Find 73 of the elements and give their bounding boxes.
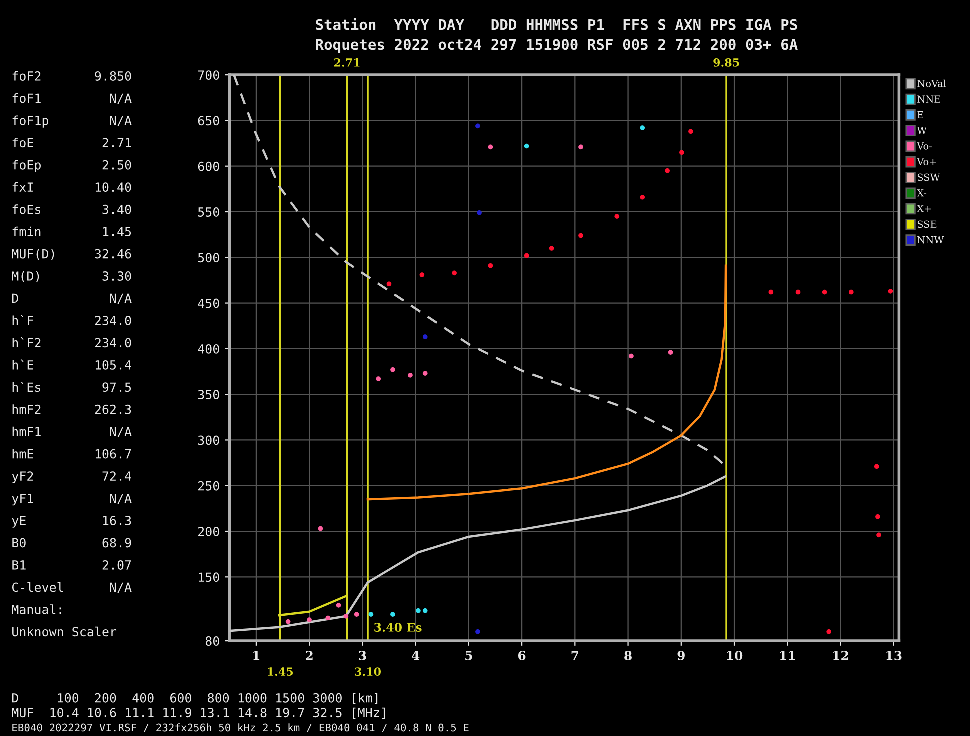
legend-label: W (917, 127, 928, 134)
text: D N/A (12, 294, 132, 304)
ref-line-label: 9.85 (714, 58, 740, 67)
text: Unknown Scaler (12, 626, 117, 637)
y-tick-label: 150 (199, 572, 220, 582)
legend-label: NNW (918, 236, 944, 244)
x-tick-label: 11 (780, 651, 796, 660)
text: foF1p N/A (12, 116, 132, 128)
y-tick-label: 600 (198, 162, 220, 172)
x-tick-label: 7 (572, 651, 578, 660)
text: yE 16.3 (12, 516, 132, 528)
text: Manual: (12, 604, 62, 614)
legend-label: E (918, 111, 924, 118)
text: h`F 234.0 (12, 315, 132, 326)
ref-line-label: 2.71 (334, 58, 360, 67)
text: foF2 9.850 (12, 71, 132, 81)
text: hmF1 N/A (12, 426, 132, 438)
ref-line-label: 3.10 (355, 668, 382, 676)
text: h`F2 234.0 (12, 337, 132, 348)
y-tick-label: 350 (198, 390, 220, 400)
text: hmF2 262.3 (12, 404, 132, 414)
text: D 100 200 400 600 800 1000 1500 3000 [km] (12, 693, 378, 704)
text: foE 2.71 (12, 138, 132, 148)
x-tick-label: 10 (727, 651, 743, 660)
x-tick-label: 3 (359, 651, 366, 660)
y-tick-label: 250 (198, 481, 220, 491)
text: h`Es 97.5 (12, 382, 132, 392)
text: foEp 2.50 (12, 160, 132, 172)
y-tick-label: 450 (198, 298, 220, 308)
y-tick-label: 700 (198, 70, 220, 80)
text: C-level N/A (12, 582, 132, 594)
legend-label: NoVal (918, 80, 946, 88)
text: yF2 72.4 (12, 472, 132, 484)
x-tick-label: 9 (678, 651, 685, 660)
y-tick-label: 400 (198, 344, 220, 354)
y-tick-label: 300 (198, 436, 220, 446)
x-tick-label: 6 (518, 651, 526, 660)
text: foF1 N/A (12, 93, 132, 104)
y-tick-label: 650 (198, 116, 220, 126)
x-tick-label: 13 (886, 651, 902, 660)
legend-label: Vo- (917, 142, 932, 150)
x-tick-label: 5 (466, 651, 472, 660)
text: B1 2.07 (12, 560, 132, 570)
annotation: 3.40 Es (374, 623, 422, 632)
chart-subtitle: Roquetes 2022 oct24 297 151900 RSF 005 2 712 200 03+ 6A (316, 39, 798, 53)
text: fmin 1.45 (12, 226, 132, 237)
text: EB040 2022297 VI.RSF / 232fx256h 50 kHz 2.5 km / EB040 041 / 40.8 N 0.5 E (12, 724, 469, 733)
text: M(D) 3.30 (12, 271, 132, 282)
y-tick-label: 500 (198, 253, 220, 263)
text: MUF 10.4 10.6 11.1 11.9 13.1 14.8 19.7 32.5 [MHz] (12, 708, 386, 720)
text: MUF(D) 32.46 (12, 249, 132, 260)
legend-label: X+ (917, 205, 932, 212)
text: yF1 N/A (12, 494, 132, 506)
x-tick-label: 8 (624, 651, 632, 660)
x-tick-label: 1 (254, 651, 260, 660)
text: h`E 105.4 (12, 360, 132, 370)
text: B0 68.9 (12, 538, 132, 548)
legend-label: NNE (918, 96, 940, 103)
legend-label: Vo+ (917, 158, 936, 166)
text: hmE 106.7 (12, 449, 132, 459)
legend-label: X- (917, 190, 927, 197)
chart-title: Station YYYY DAY DDD HHMMSS P1 FFS S AXN PPS IGA PS (316, 18, 798, 30)
y-tick-label: 80 (206, 636, 220, 646)
legend-label: SSW (918, 174, 940, 182)
text: fxI 10.40 (12, 182, 132, 192)
y-tick-label: 200 (198, 527, 220, 536)
x-tick-label: 4 (412, 651, 420, 660)
legend-label: SSE (918, 220, 937, 228)
ref-line-label: 1.45 (268, 668, 294, 676)
text: foEs 3.40 (12, 204, 132, 214)
x-tick-label: 12 (834, 651, 848, 660)
x-tick-label: 2 (306, 651, 313, 660)
y-tick-label: 550 (198, 208, 220, 217)
